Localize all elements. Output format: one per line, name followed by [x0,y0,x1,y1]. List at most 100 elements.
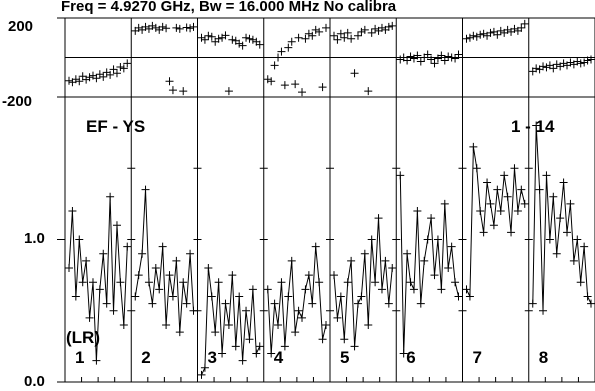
amplitude-point [318,335,327,344]
amplitude-point [367,235,376,244]
amplitude-point [563,228,572,237]
amplitude-point [175,328,184,337]
phase-point [200,35,209,44]
phase-point [221,31,230,40]
amplitude-point [513,207,522,215]
phase-point [207,32,216,41]
amplitude-point [489,221,498,230]
phase-point [364,87,373,96]
amplitude-point [138,249,147,258]
amplitude-point [472,164,481,173]
amplitude-point [277,278,286,287]
phase-point [440,56,449,65]
phase-point [350,69,359,78]
phase-point [353,31,362,40]
amplitude-point [388,264,397,272]
amplitude-point [106,192,115,201]
amplitude-point [406,278,415,287]
phase-point [388,21,397,30]
phase-point [583,56,592,65]
amplitude-point [221,299,230,308]
phase-point [267,77,276,86]
sub-panel-label-5: 5 [340,348,349,367]
phase-point [116,62,125,71]
amplitude-point [95,285,104,294]
phase-point [384,22,393,31]
amplitude-point [78,278,87,287]
amplitude-point [413,207,422,215]
phase-point [472,32,481,41]
amplitude-point [576,278,585,287]
amplitude-point [381,256,390,265]
amplitude-point [231,342,240,351]
amplitude-point [158,242,167,251]
amplitude-point [330,271,338,280]
amplitude-point [507,228,516,237]
amplitude-point [102,299,111,308]
amplitude-point [301,285,310,294]
phase-point [294,33,303,42]
amplitude-point [343,278,352,287]
amplitude-line-4 [267,246,327,354]
amplitude-point [364,321,373,329]
amplitude-point [151,264,160,272]
amplitude-point [311,242,320,251]
amplitude-point [535,185,544,194]
amplitude-point [224,321,233,329]
amplitude-line-6 [399,175,459,354]
phase-point [235,39,244,48]
amplitude-point [500,171,509,180]
phase-point [333,35,342,44]
phase-point [224,87,233,96]
amplitude-point [238,356,247,365]
amplitude-point [162,321,171,329]
phase-point [99,72,108,81]
amplitude-point [245,335,254,344]
phase-point [123,59,132,68]
phase-point [197,33,206,42]
amplitude-point [131,292,140,301]
phase-point [270,61,279,70]
amplitude-point [483,178,492,187]
phase-point [291,80,300,89]
phase-point [347,34,356,43]
amplitude-point [207,292,216,301]
amplitude-point [552,249,561,258]
phase-point [315,27,324,36]
phase-point [172,23,181,32]
phase-tick-label-bottom: -200 [2,93,32,110]
phase-point [65,76,73,85]
amplitude-point [465,292,474,301]
chart-title: Freq = 4.9270 GHz, Bw = 16.000 MHz No ca… [61,0,397,15]
phase-point [322,23,330,32]
amplitude-point [462,285,471,294]
phase-point [228,35,237,44]
amplitude-point [350,342,359,351]
amplitude-point [447,242,456,251]
amplitude-point [270,299,279,308]
sub-panel-label-8: 8 [539,348,548,367]
amplitude-point [403,249,412,258]
phase-point [284,43,293,52]
phase-point [308,31,317,40]
amplitude-point [559,178,568,187]
amplitude-point [92,356,101,365]
amplitude-point [71,292,80,301]
amplitude-point [340,335,349,344]
amplitude-line-3 [201,267,261,376]
amplitude-point [109,306,118,315]
amplitude-point [580,242,589,251]
amplitude-point [440,199,449,208]
phase-point [444,52,453,61]
phase-point [151,23,160,32]
phase-point [287,37,296,46]
phase-point [340,33,349,42]
amplitude-point [409,285,418,294]
phase-point [255,40,264,49]
phase-point [92,74,101,83]
amplitude-point [374,214,383,223]
phase-point [119,64,128,73]
amplitude-point [228,271,237,280]
amplitude-point [528,299,537,308]
